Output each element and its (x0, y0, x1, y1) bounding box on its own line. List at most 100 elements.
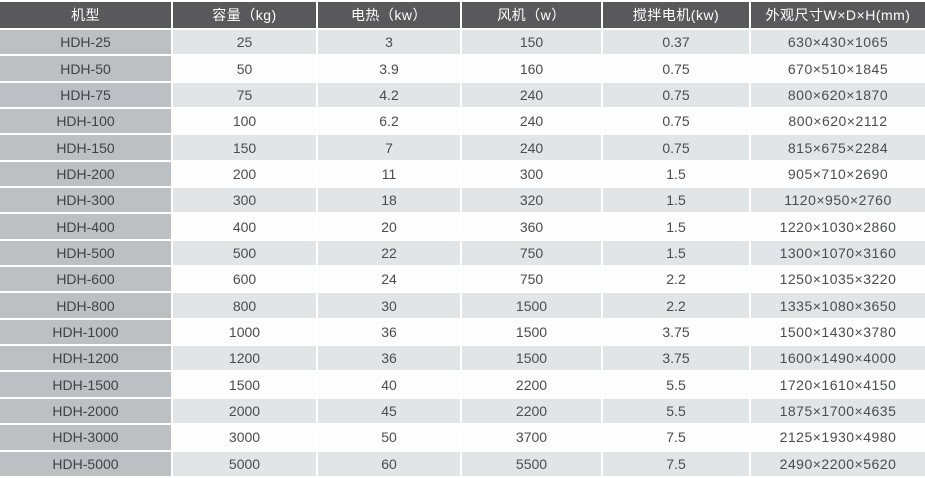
cell-fan-power: 1500 (461, 292, 603, 320)
header-mixer-motor: 搅拌电机(kw) (602, 0, 751, 30)
cell-dimensions: 800×620×2112 (750, 108, 925, 136)
table-row: HDH-300 300 18 320 1.5 1120×950×2760 (0, 187, 925, 215)
cell-heating-power: 36 (317, 318, 462, 347)
cell-fan-power: 3700 (461, 424, 603, 452)
cell-heating-power: 50 (317, 424, 462, 452)
cell-mixer-motor: 5.5 (602, 371, 751, 399)
cell-mixer-motor: 7.5 (602, 424, 751, 452)
cell-dimensions: 1250×1035×3220 (750, 266, 925, 294)
cell-capacity: 600 (172, 266, 318, 294)
cell-mixer-motor: 1.5 (602, 187, 751, 215)
cell-mixer-motor: 3.75 (602, 345, 751, 373)
cell-heating-power: 3 (317, 29, 462, 57)
cell-heating-power: 40 (317, 371, 462, 399)
cell-heating-power: 4.2 (317, 81, 462, 110)
cell-fan-power: 2200 (461, 371, 603, 399)
header-model: 机型 (0, 0, 173, 30)
cell-model: HDH-800 (0, 292, 173, 320)
cell-fan-power: 240 (461, 134, 603, 162)
cell-heating-power: 24 (317, 266, 462, 294)
cell-mixer-motor: 2.2 (602, 266, 751, 294)
cell-model: HDH-3000 (0, 424, 173, 452)
cell-mixer-motor: 0.37 (602, 29, 751, 57)
cell-heating-power: 3.9 (317, 55, 462, 83)
cell-dimensions: 1220×1030×2860 (750, 213, 925, 241)
cell-model: HDH-400 (0, 213, 173, 241)
cell-mixer-motor: 0.75 (602, 55, 751, 83)
cell-fan-power: 5500 (461, 450, 603, 478)
cell-heating-power: 20 (317, 213, 462, 241)
table-row: HDH-5000 5000 60 5500 7.5 2490×2200×5620 (0, 450, 925, 478)
table-row: HDH-600 600 24 750 2.2 1250×1035×3220 (0, 266, 925, 294)
cell-capacity: 500 (172, 239, 318, 268)
cell-model: HDH-200 (0, 160, 173, 189)
cell-fan-power: 240 (461, 108, 603, 136)
cell-fan-power: 1500 (461, 318, 603, 347)
table-row: HDH-25 25 3 150 0.37 630×430×1065 (0, 29, 925, 57)
table-row: HDH-1500 1500 40 2200 5.5 1720×1610×4150 (0, 371, 925, 399)
table-row: HDH-3000 3000 50 3700 7.5 2125×1930×4980 (0, 424, 925, 452)
table-row: HDH-500 500 22 750 1.5 1300×1070×3160 (0, 239, 925, 268)
cell-capacity: 100 (172, 108, 318, 136)
cell-mixer-motor: 1.5 (602, 160, 751, 189)
cell-model: HDH-150 (0, 134, 173, 162)
table-row: HDH-1200 1200 36 1500 3.75 1600×1490×4000 (0, 345, 925, 373)
cell-dimensions: 905×710×2690 (750, 160, 925, 189)
table-body: HDH-25 25 3 150 0.37 630×430×1065 HDH-50 50 3.9 1… (0, 29, 925, 478)
cell-fan-power: 750 (461, 266, 603, 294)
cell-heating-power: 60 (317, 450, 462, 478)
cell-heating-power: 18 (317, 187, 462, 215)
cell-capacity: 200 (172, 160, 318, 189)
table-row: HDH-75 75 4.2 240 0.75 800×620×1870 (0, 81, 925, 110)
cell-heating-power: 11 (317, 160, 462, 189)
cell-model: HDH-75 (0, 81, 173, 110)
cell-dimensions: 670×510×1845 (750, 55, 925, 83)
cell-mixer-motor: 0.75 (602, 81, 751, 110)
cell-heating-power: 30 (317, 292, 462, 320)
cell-model: HDH-300 (0, 187, 173, 215)
cell-mixer-motor: 1.5 (602, 213, 751, 241)
cell-capacity: 3000 (172, 424, 318, 452)
cell-dimensions: 2125×1930×4980 (750, 424, 925, 452)
cell-dimensions: 1335×1080×3650 (750, 292, 925, 320)
cell-capacity: 50 (172, 55, 318, 83)
cell-capacity: 25 (172, 29, 318, 57)
cell-dimensions: 2490×2200×5620 (750, 450, 925, 478)
header-heating-power: 电热（kw） (317, 0, 462, 30)
cell-mixer-motor: 0.75 (602, 108, 751, 136)
cell-capacity: 1200 (172, 345, 318, 373)
cell-model: HDH-2000 (0, 397, 173, 426)
cell-heating-power: 45 (317, 397, 462, 426)
cell-heating-power: 22 (317, 239, 462, 268)
cell-mixer-motor: 5.5 (602, 397, 751, 426)
table-row: HDH-150 150 7 240 0.75 815×675×2284 (0, 134, 925, 162)
cell-capacity: 150 (172, 134, 318, 162)
cell-fan-power: 360 (461, 213, 603, 241)
cell-capacity: 1500 (172, 371, 318, 399)
cell-dimensions: 1300×1070×3160 (750, 239, 925, 268)
cell-model: HDH-500 (0, 239, 173, 268)
table-row: HDH-50 50 3.9 160 0.75 670×510×1845 (0, 55, 925, 83)
cell-mixer-motor: 1.5 (602, 239, 751, 268)
table-row: HDH-100 100 6.2 240 0.75 800×620×2112 (0, 108, 925, 136)
cell-fan-power: 750 (461, 239, 603, 268)
cell-dimensions: 800×620×1870 (750, 81, 925, 110)
cell-fan-power: 2200 (461, 397, 603, 426)
cell-capacity: 400 (172, 213, 318, 241)
cell-dimensions: 1875×1700×4635 (750, 397, 925, 426)
header-capacity: 容量（kg) (172, 0, 318, 30)
cell-mixer-motor: 3.75 (602, 318, 751, 347)
cell-dimensions: 1600×1490×4000 (750, 345, 925, 373)
cell-capacity: 300 (172, 187, 318, 215)
cell-model: HDH-25 (0, 29, 173, 57)
cell-dimensions: 1720×1610×4150 (750, 371, 925, 399)
cell-model: HDH-1200 (0, 345, 173, 373)
cell-fan-power: 300 (461, 160, 603, 189)
cell-dimensions: 815×675×2284 (750, 134, 925, 162)
header-row: 机型 容量（kg) 电热（kw） 风机（w） 搅拌电机(kw) 外观尺寸W×D×… (0, 0, 925, 30)
table-row: HDH-400 400 20 360 1.5 1220×1030×2860 (0, 213, 925, 241)
cell-model: HDH-600 (0, 266, 173, 294)
cell-model: HDH-1000 (0, 318, 173, 347)
cell-dimensions: 630×430×1065 (750, 29, 925, 57)
cell-capacity: 75 (172, 81, 318, 110)
